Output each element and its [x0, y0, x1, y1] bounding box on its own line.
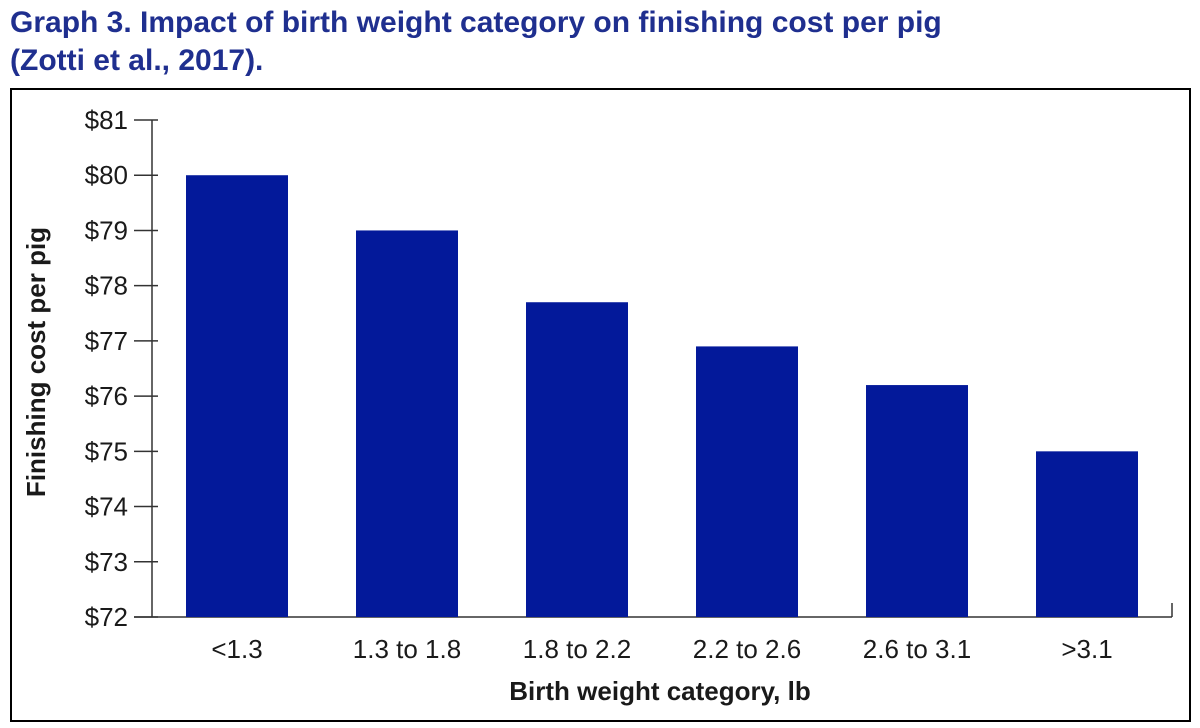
x-tick-label: >3.1 — [1061, 634, 1112, 664]
x-tick-labels: <1.3 1.3 to 1.8 1.8 to 2.2 2.2 to 2.6 2.6 to… — [211, 634, 1112, 664]
y-tick-label: $78 — [85, 271, 128, 301]
bar — [696, 346, 798, 617]
y-axis-label: Finishing cost per pig — [21, 227, 51, 497]
chart-title-line-2: (Zotti et al., 2017). — [10, 44, 264, 77]
x-tick-label: 1.8 to 2.2 — [523, 634, 631, 664]
y-tick-label: $77 — [85, 326, 128, 356]
bar-series — [186, 175, 1138, 617]
x-axis — [134, 603, 1173, 618]
y-tick-label: $75 — [85, 436, 128, 466]
y-tick-label: $73 — [85, 547, 128, 577]
chart-title-line-1: Graph 3. Impact of birth weight category… — [10, 6, 942, 39]
x-axis-label: Birth weight category, lb — [509, 676, 810, 706]
y-tick-label: $81 — [85, 105, 128, 135]
x-tick-label: 1.3 to 1.8 — [353, 634, 461, 664]
x-tick-label: <1.3 — [211, 634, 262, 664]
x-tick-label: 2.6 to 3.1 — [863, 634, 971, 664]
bar — [356, 230, 458, 617]
bar — [1036, 451, 1138, 617]
y-tick-label: $80 — [85, 160, 128, 190]
bar — [526, 302, 628, 617]
chart-title: Graph 3. Impact of birth weight category… — [10, 4, 1190, 80]
y-tick-label: $79 — [85, 215, 128, 245]
y-tick-label: $74 — [85, 492, 128, 522]
y-tick-label: $72 — [85, 602, 128, 632]
bar — [866, 385, 968, 617]
x-tick-label: 2.2 to 2.6 — [693, 634, 801, 664]
y-axis: $72 $73 $74 $75 $76 $77 $78 $79 $80 $81 — [85, 105, 158, 632]
bar — [186, 175, 288, 617]
y-tick-label: $76 — [85, 381, 128, 411]
